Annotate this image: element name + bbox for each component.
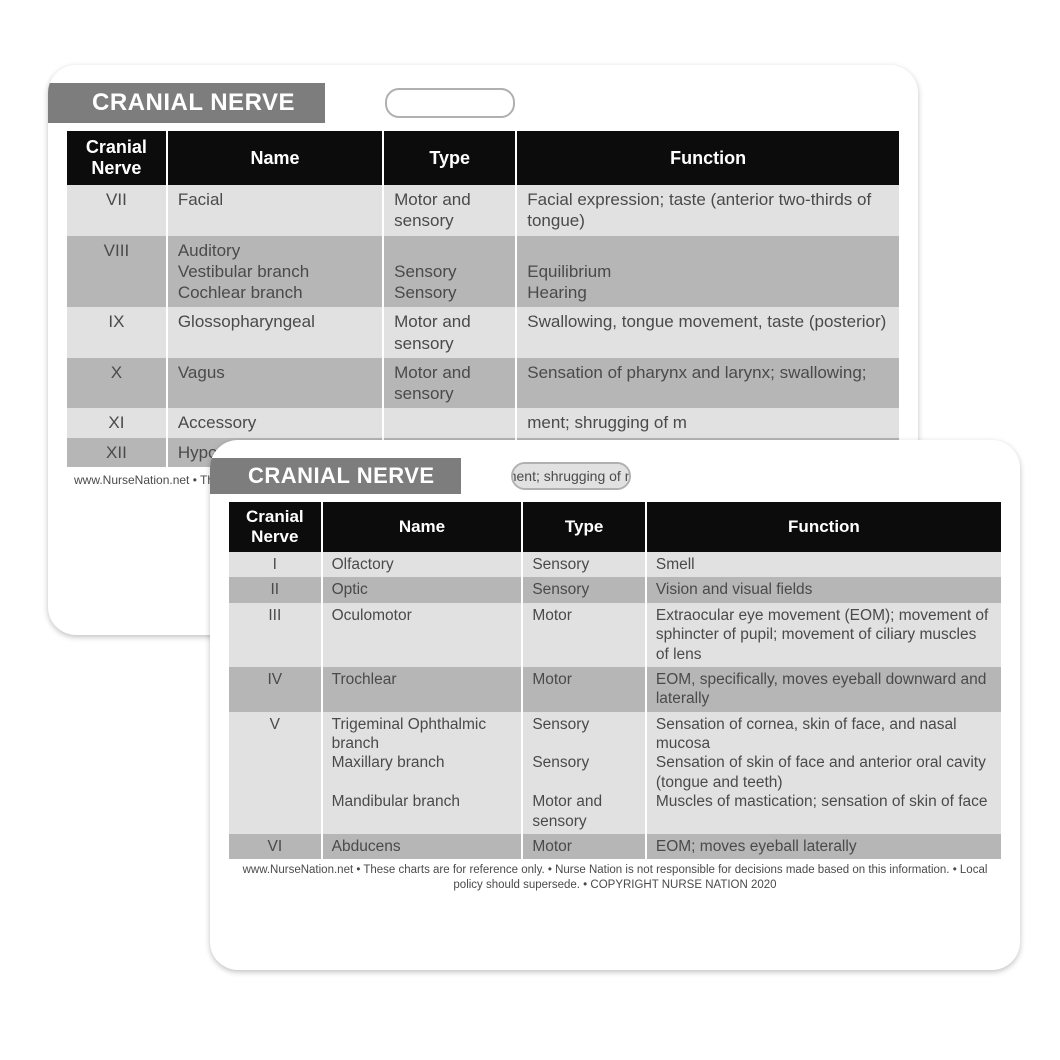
table-row: VTrigeminal Ophthalmic branchMaxillary b… xyxy=(229,712,1001,834)
badge-hole-back xyxy=(385,88,515,118)
table-cell: VI xyxy=(229,834,322,859)
table-cell: Extraocular eye movement (EOM); movement… xyxy=(646,603,1001,667)
table-cell: I xyxy=(229,552,322,577)
table-cell: VIII xyxy=(67,236,167,308)
col-function: Function xyxy=(516,131,899,185)
table-cell: III xyxy=(229,603,322,667)
table-cell xyxy=(383,408,516,437)
table-cell: V xyxy=(229,712,322,834)
table-row: IIOpticSensoryVision and visual fields xyxy=(229,577,1001,602)
col-type: Type xyxy=(383,131,516,185)
table-cell: IV xyxy=(229,667,322,712)
table-cell: Motor and sensory xyxy=(383,358,516,409)
col-cranial-nerve: CranialNerve xyxy=(67,131,167,185)
table-cell: Motor and sensory xyxy=(383,185,516,236)
table-cell: Optic xyxy=(322,577,523,602)
table-cell: II xyxy=(229,577,322,602)
table-row: VIAbducensMotorEOM; moves eyeball latera… xyxy=(229,834,1001,859)
table-cell: SensorySensory xyxy=(383,236,516,308)
table-cell: SensorySensoryMotor and sensory xyxy=(522,712,646,834)
table-cell: Trigeminal Ophthalmic branchMaxillary br… xyxy=(322,712,523,834)
table-cell: IX xyxy=(67,307,167,358)
table-row: VIIIAuditoryVestibular branchCochlear br… xyxy=(67,236,899,308)
table-cell: Trochlear xyxy=(322,667,523,712)
table-cell: Accessory xyxy=(167,408,383,437)
table-cell: XII xyxy=(67,438,167,467)
table-cell: Sensory xyxy=(522,577,646,602)
table-row: IIIOculomotorMotorExtraocular eye moveme… xyxy=(229,603,1001,667)
hole-through-text: ment; shrugging of m xyxy=(513,464,629,488)
table-row: XVagusMotor and sensorySensation of phar… xyxy=(67,358,899,409)
title-front: CRANIAL NERVE xyxy=(210,458,461,494)
table-cell: EOM, specifically, moves eyeball downwar… xyxy=(646,667,1001,712)
title-bar-back: CRANIAL NERVE xyxy=(48,65,918,123)
table-back: CranialNerve Name Type Function VIIFacia… xyxy=(67,131,899,467)
title-bar-front: CRANIAL NERVE ment; shrugging of m xyxy=(210,440,1020,494)
table-header-row: CranialNerve Name Type Function xyxy=(67,131,899,185)
table-cell: XI xyxy=(67,408,167,437)
table-row: IOlfactorySensorySmell xyxy=(229,552,1001,577)
col-function: Function xyxy=(646,502,1001,552)
table-cell: X xyxy=(67,358,167,409)
col-name: Name xyxy=(322,502,523,552)
col-type: Type xyxy=(522,502,646,552)
table-cell: Swallowing, tongue movement, taste (post… xyxy=(516,307,899,358)
table-cell: AuditoryVestibular branchCochlear branch xyxy=(167,236,383,308)
table-cell: Sensation of cornea, skin of face, and n… xyxy=(646,712,1001,834)
table-cell: Smell xyxy=(646,552,1001,577)
col-name: Name xyxy=(167,131,383,185)
table-cell: Motor xyxy=(522,603,646,667)
table-cell: EOM; moves eyeball laterally xyxy=(646,834,1001,859)
table-cell: Facial expression; taste (anterior two-t… xyxy=(516,185,899,236)
table-cell: EquilibriumHearing xyxy=(516,236,899,308)
table-cell: VII xyxy=(67,185,167,236)
footer-front: www.NurseNation.net • These charts are f… xyxy=(210,859,1020,893)
title-back: CRANIAL NERVE xyxy=(48,83,325,123)
table-cell: Motor and sensory xyxy=(383,307,516,358)
col-cranial-nerve: CranialNerve xyxy=(229,502,322,552)
table-cell: Abducens xyxy=(322,834,523,859)
table-cell: Facial xyxy=(167,185,383,236)
table-cell: Vagus xyxy=(167,358,383,409)
table-row: IVTrochlearMotorEOM, specifically, moves… xyxy=(229,667,1001,712)
badge-hole-front: ment; shrugging of m xyxy=(511,462,631,490)
table-row: IXGlossopharyngealMotor and sensorySwall… xyxy=(67,307,899,358)
table-cell: Oculomotor xyxy=(322,603,523,667)
table-front: CranialNerve Name Type Function IOlfacto… xyxy=(229,502,1001,859)
table-header-row: CranialNerve Name Type Function xyxy=(229,502,1001,552)
table-cell: ment; shrugging of m xyxy=(516,408,899,437)
table-cell: Glossopharyngeal xyxy=(167,307,383,358)
table-cell: Sensation of pharynx and larynx; swallow… xyxy=(516,358,899,409)
table-cell: Vision and visual fields xyxy=(646,577,1001,602)
card-front: CRANIAL NERVE ment; shrugging of m Crani… xyxy=(210,440,1020,970)
table-cell: Sensory xyxy=(522,552,646,577)
table-row: VIIFacialMotor and sensoryFacial express… xyxy=(67,185,899,236)
table-cell: Motor xyxy=(522,667,646,712)
table-cell: Motor xyxy=(522,834,646,859)
table-row: XIAccessory ment; shrugging of m xyxy=(67,408,899,437)
table-cell: Olfactory xyxy=(322,552,523,577)
